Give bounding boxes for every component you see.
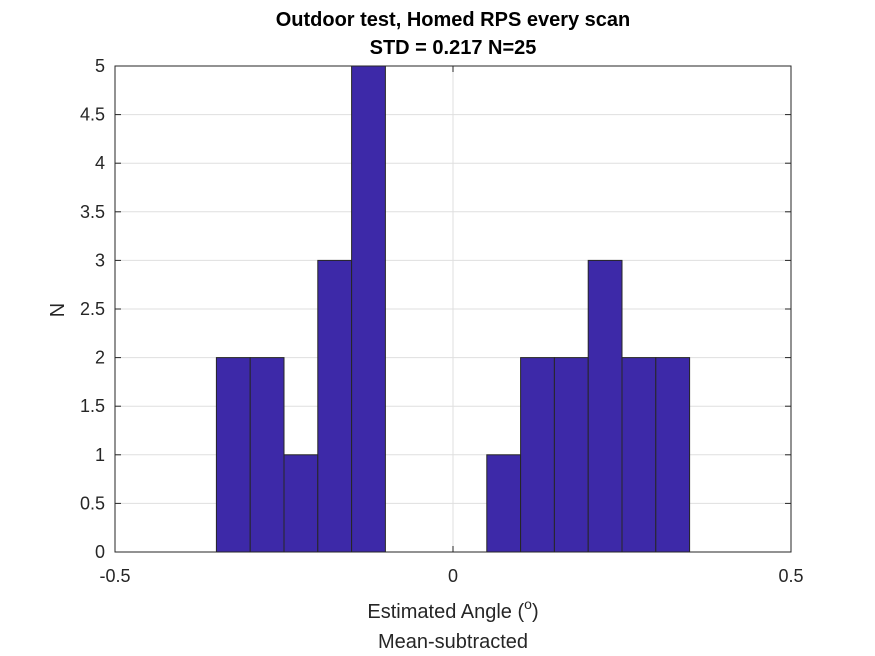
- y-tick-label: 4: [95, 153, 105, 173]
- y-tick-label: 4.5: [80, 105, 105, 125]
- y-tick-label: 1: [95, 445, 105, 465]
- x-tick-labels: -0.5 0 0.5: [99, 566, 803, 586]
- y-tick-label: 5: [95, 56, 105, 76]
- y-tick-label: 3.5: [80, 202, 105, 222]
- x-tick-label: 0.5: [778, 566, 803, 586]
- degree-superscript: o: [524, 596, 532, 612]
- y-axis-label: N: [47, 303, 69, 317]
- y-tick-labels: 0 0.5 1 1.5 2 2.5 3 3.5 4 4.5 5: [80, 56, 105, 562]
- x-axis-label-text: Estimated Angle (: [367, 601, 524, 623]
- histogram-bar: [249, 357, 285, 553]
- y-tick-label: 0.5: [80, 493, 105, 513]
- histogram-bars: [215, 65, 691, 553]
- y-tick-label: 1.5: [80, 396, 105, 416]
- histogram-bar: [520, 357, 555, 553]
- histogram-bar: [283, 454, 319, 553]
- x-tick-label: -0.5: [99, 566, 130, 586]
- y-tick-label: 2: [95, 348, 105, 368]
- y-tick-label: 2.5: [80, 299, 105, 319]
- chart-title: Outdoor test, Homed RPS every scan: [276, 9, 631, 31]
- x-axis-label-line2: Mean-subtracted: [378, 631, 528, 653]
- histogram-bar: [317, 259, 353, 553]
- histogram-bar: [587, 259, 623, 553]
- y-tick-label: 3: [95, 250, 105, 270]
- histogram-bar: [553, 357, 589, 553]
- chart-subtitle: STD = 0.217 N=25: [370, 37, 537, 59]
- y-tick-label: 0: [95, 542, 105, 562]
- histogram-bar: [621, 357, 657, 553]
- histogram-bar: [655, 357, 691, 553]
- x-axis-label: Estimated Angle (o): [367, 596, 538, 623]
- x-tick-label: 0: [448, 566, 458, 586]
- histogram-bar: [215, 357, 251, 553]
- histogram-bar: [351, 65, 386, 553]
- histogram-bar: [486, 454, 522, 553]
- axes-box: [114, 65, 792, 553]
- x-axis-label-suffix: ): [532, 601, 539, 623]
